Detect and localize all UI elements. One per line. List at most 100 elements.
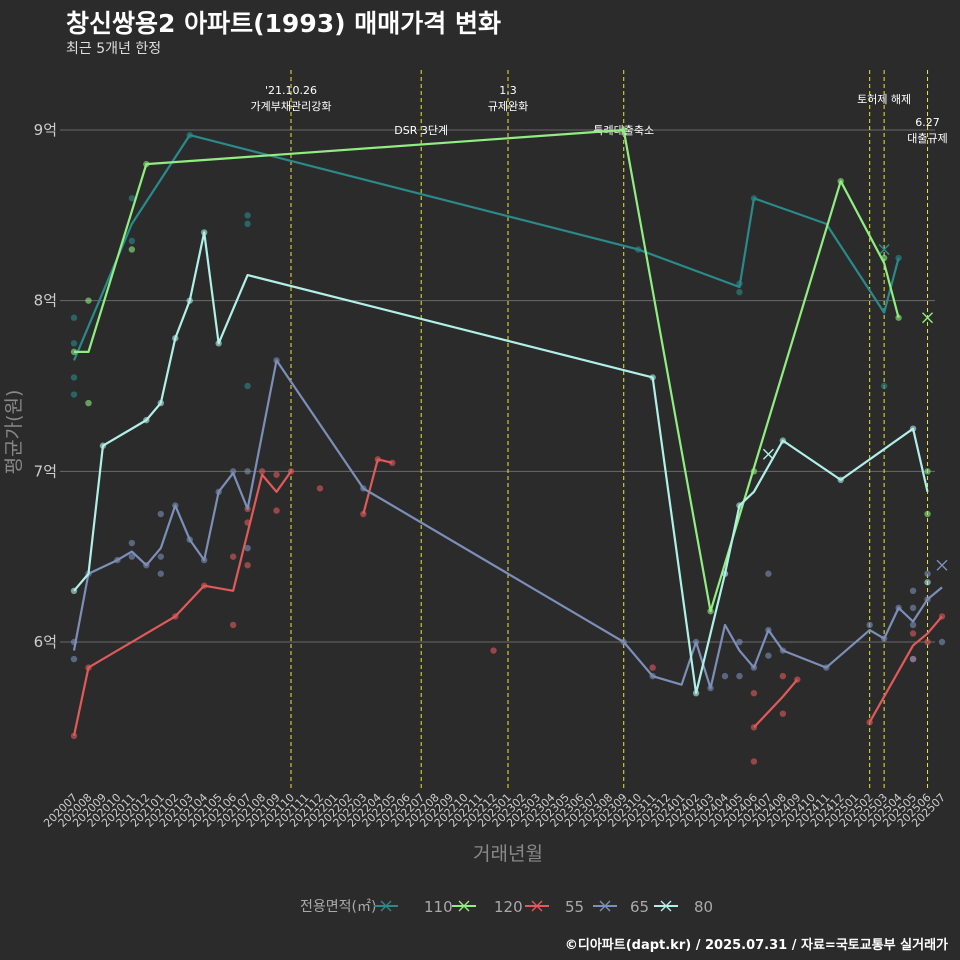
series-line <box>753 678 799 729</box>
y-tick-label: 6억 <box>34 633 57 651</box>
legend-label: 55 <box>565 898 584 916</box>
data-point <box>880 382 888 390</box>
data-point <box>490 647 497 654</box>
event-annotation: 1.3 <box>499 84 517 97</box>
event-annotation: 6.27 <box>915 116 940 129</box>
data-point <box>765 652 772 659</box>
data-point <box>750 758 758 765</box>
series-120 <box>70 126 934 615</box>
data-point <box>909 655 917 663</box>
data-point <box>157 553 164 560</box>
data-point <box>70 314 78 321</box>
legend-label: 65 <box>630 898 649 916</box>
data-point <box>779 710 787 717</box>
cross-marker <box>660 900 672 912</box>
series-110 <box>70 131 902 398</box>
legend-label: 110 <box>424 898 453 916</box>
data-point <box>721 672 729 680</box>
data-point <box>244 562 251 569</box>
cross-marker <box>380 900 392 912</box>
series-line <box>868 615 943 723</box>
data-point <box>244 544 251 552</box>
series-line <box>72 134 900 361</box>
data-point <box>736 672 743 680</box>
event-annotation: 가계부채관리강화 <box>251 100 332 113</box>
series-line <box>72 359 943 690</box>
data-point <box>70 655 78 663</box>
legend-label: 80 <box>694 898 713 916</box>
event-annotation: DSR 3단계 <box>394 124 448 137</box>
event-annotation: '21.10.26 <box>265 84 317 97</box>
data-point <box>128 237 136 245</box>
data-point <box>909 630 917 637</box>
data-point <box>128 195 136 202</box>
y-tick-label: 9억 <box>34 121 57 139</box>
event-annotation: 토허제 해제 <box>857 92 911 106</box>
cross-marker <box>531 900 543 912</box>
series-line <box>74 128 900 613</box>
data-point <box>779 672 787 680</box>
series-line <box>72 470 292 737</box>
data-point <box>128 539 136 547</box>
source-caption: ©디아파트(dapt.kr) / 2025.07.31 / 자료=국토교통부 실… <box>564 938 948 953</box>
data-point <box>70 340 78 347</box>
y-tick-label: 8억 <box>34 292 57 310</box>
data-point <box>157 510 164 518</box>
data-point <box>649 664 656 671</box>
data-point <box>909 587 917 594</box>
data-point <box>866 621 873 629</box>
series-line <box>73 231 929 695</box>
data-point <box>157 570 164 577</box>
data-point <box>938 638 946 646</box>
event-annotation: 대출규제 <box>907 132 947 145</box>
chart-title: 창신쌍용2 아파트(1993) 매매가격 변화 <box>66 9 501 38</box>
cross-marker <box>936 559 948 571</box>
x-axis-title: 거래년월 <box>473 843 543 865</box>
series-line <box>362 458 393 515</box>
y-tick-label: 7억 <box>34 462 57 480</box>
chart-subtitle: 최근 5개년 한정 <box>66 41 162 57</box>
legend: 전용면적(㎡) 110 120 55 65 80 <box>300 898 713 916</box>
data-point <box>244 212 251 219</box>
data-point <box>924 468 931 475</box>
data-point <box>70 374 78 381</box>
data-point <box>244 220 251 228</box>
cross-marker <box>458 900 470 912</box>
cross-marker <box>762 448 774 460</box>
data-point <box>924 579 931 586</box>
data-point <box>736 638 743 646</box>
data-point <box>273 507 280 514</box>
data-point <box>909 604 917 612</box>
series-80 <box>70 229 931 697</box>
data-point <box>273 471 280 478</box>
data-point <box>244 382 251 390</box>
data-point <box>128 246 136 253</box>
y-axis-title: 평균가(원) <box>3 390 25 475</box>
series-65 <box>70 357 948 692</box>
data-point <box>924 510 931 518</box>
data-point <box>70 391 78 398</box>
legend-title: 전용면적(㎡) <box>300 899 376 915</box>
data-point <box>229 468 237 475</box>
data-point <box>244 468 251 475</box>
event-annotation: 규제완화 <box>488 100 528 113</box>
data-point <box>736 288 743 296</box>
cross-marker <box>922 312 934 324</box>
cross-marker <box>599 900 611 912</box>
data-point <box>316 485 324 492</box>
data-point <box>909 621 917 629</box>
series-55 <box>70 456 946 765</box>
data-point <box>229 621 237 629</box>
data-point <box>924 638 931 646</box>
data-point <box>85 399 92 407</box>
data-point <box>128 553 136 560</box>
data-point <box>360 510 367 518</box>
data-point <box>85 297 92 304</box>
data-point <box>229 553 237 560</box>
data-point <box>258 468 266 475</box>
data-point <box>750 690 758 697</box>
data-point <box>924 570 931 577</box>
cross-marker <box>878 243 890 255</box>
legend-label: 120 <box>494 898 523 916</box>
